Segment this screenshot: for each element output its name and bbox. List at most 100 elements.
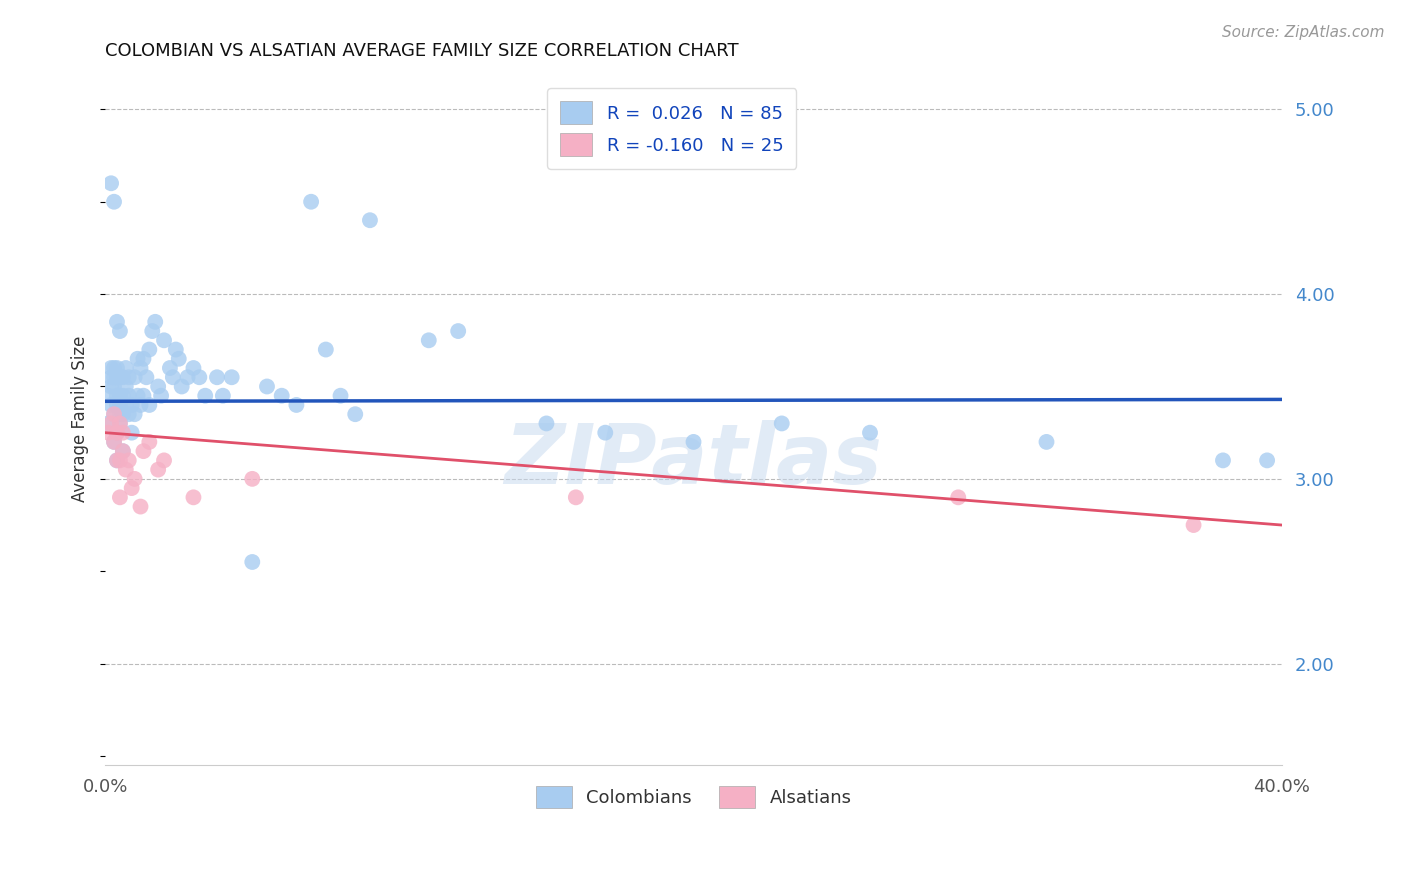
Y-axis label: Average Family Size: Average Family Size: [72, 335, 89, 502]
Point: [188, 370, 211, 384]
Point: [170, 379, 193, 393]
Point: [108, 389, 131, 403]
Point: [105, 370, 128, 384]
Text: COLOMBIAN VS ALSATIAN AVERAGE FAMILY SIZE CORRELATION CHART: COLOMBIAN VS ALSATIAN AVERAGE FAMILY SIZ…: [105, 42, 738, 60]
Text: ZIPatlas: ZIPatlas: [505, 420, 883, 501]
Point: [329, 389, 352, 403]
Point: [108, 417, 131, 431]
Point: [124, 472, 146, 486]
Point: [111, 407, 134, 421]
Point: [447, 324, 470, 338]
Point: [359, 213, 381, 227]
Point: [100, 370, 122, 384]
Point: [165, 343, 187, 357]
Point: [129, 398, 152, 412]
Point: [221, 370, 243, 384]
Point: [124, 370, 146, 384]
Point: [100, 398, 122, 412]
Point: [97, 389, 120, 403]
Point: [256, 379, 278, 393]
Point: [285, 398, 308, 412]
Point: [1035, 434, 1057, 449]
Point: [138, 434, 160, 449]
Point: [212, 389, 235, 403]
Point: [1256, 453, 1278, 467]
Point: [103, 434, 125, 449]
Point: [315, 343, 337, 357]
Point: [176, 370, 198, 384]
Point: [536, 417, 558, 431]
Point: [194, 389, 217, 403]
Point: [127, 389, 149, 403]
Point: [344, 407, 367, 421]
Point: [418, 334, 440, 348]
Point: [146, 462, 169, 476]
Point: [114, 361, 136, 376]
Point: [111, 389, 134, 403]
Point: [100, 361, 122, 376]
Point: [103, 379, 125, 393]
Point: [132, 389, 155, 403]
Point: [138, 398, 160, 412]
Point: [108, 453, 131, 467]
Point: [103, 407, 125, 421]
Point: [240, 472, 263, 486]
Point: [103, 370, 125, 384]
Point: [129, 361, 152, 376]
Text: Source: ZipAtlas.com: Source: ZipAtlas.com: [1222, 25, 1385, 40]
Point: [132, 351, 155, 366]
Point: [1212, 453, 1234, 467]
Point: [167, 351, 190, 366]
Point: [948, 491, 970, 505]
Point: [103, 407, 125, 421]
Point: [108, 417, 131, 431]
Point: [103, 434, 125, 449]
Point: [565, 491, 588, 505]
Point: [682, 434, 704, 449]
Point: [105, 453, 128, 467]
Point: [859, 425, 882, 440]
Point: [118, 370, 141, 384]
Point: [111, 444, 134, 458]
Point: [146, 379, 169, 393]
Point: [150, 389, 173, 403]
Point: [135, 370, 157, 384]
Point: [118, 407, 141, 421]
Point: [114, 462, 136, 476]
Point: [97, 425, 120, 440]
Point: [183, 491, 205, 505]
Point: [108, 398, 131, 412]
Point: [111, 444, 134, 458]
Point: [153, 453, 176, 467]
Point: [118, 453, 141, 467]
Point: [240, 555, 263, 569]
Point: [103, 361, 125, 376]
Point: [100, 417, 122, 431]
Point: [105, 315, 128, 329]
Point: [105, 425, 128, 440]
Point: [111, 425, 134, 440]
Point: [593, 425, 616, 440]
Point: [121, 425, 143, 440]
Point: [132, 444, 155, 458]
Point: [100, 176, 122, 190]
Point: [100, 379, 122, 393]
Point: [127, 351, 149, 366]
Point: [105, 398, 128, 412]
Point: [114, 398, 136, 412]
Point: [124, 407, 146, 421]
Point: [103, 194, 125, 209]
Point: [270, 389, 292, 403]
Point: [121, 398, 143, 412]
Point: [183, 361, 205, 376]
Point: [105, 361, 128, 376]
Point: [105, 425, 128, 440]
Legend: Colombians, Alsatians: Colombians, Alsatians: [529, 779, 859, 815]
Point: [105, 453, 128, 467]
Point: [108, 324, 131, 338]
Point: [97, 417, 120, 431]
Point: [108, 370, 131, 384]
Point: [138, 343, 160, 357]
Point: [205, 370, 228, 384]
Point: [770, 417, 793, 431]
